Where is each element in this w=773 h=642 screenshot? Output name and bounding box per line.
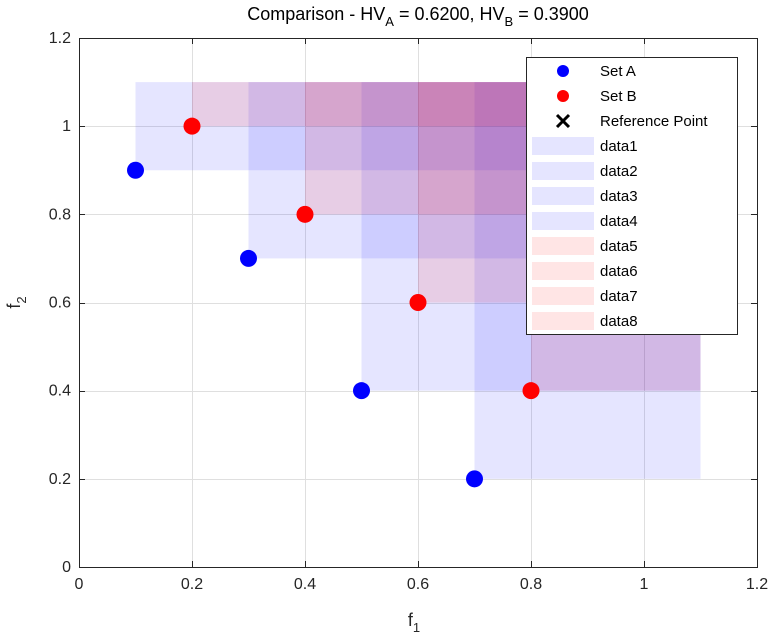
- title-prefix: Comparison - HV: [247, 4, 385, 24]
- x-tick-label: 0.8: [520, 576, 542, 593]
- data-points: [127, 117, 540, 488]
- x-tick-label: 0: [75, 576, 84, 593]
- y-tick-label: 0.2: [49, 471, 71, 488]
- title-mid: = 0.6200, HV: [394, 4, 505, 24]
- legend-patch: [532, 287, 594, 305]
- y-axis-label: f2: [4, 296, 29, 308]
- set-b-point: [522, 382, 540, 400]
- y-tick-label: 0: [62, 559, 71, 576]
- x-axis-label-sub: 1: [413, 620, 420, 635]
- legend-patch: [532, 312, 594, 330]
- legend-cross: [555, 113, 571, 129]
- x-axis-label-base: f: [408, 610, 414, 630]
- legend-label: data7: [600, 288, 638, 305]
- set-a-point: [127, 161, 144, 179]
- set-b-point: [409, 294, 427, 311]
- legend-patch: [532, 137, 594, 155]
- legend-label: data3: [600, 188, 638, 205]
- legend-entry-data5: data5: [532, 237, 638, 255]
- legend-entry-data7: data7: [532, 287, 638, 305]
- legend-entry-set-b: Set B: [557, 88, 637, 105]
- x-axis-label: f1: [408, 610, 420, 635]
- y-tick-label: 0.8: [49, 206, 71, 223]
- legend-marker: [557, 90, 569, 102]
- legend-label: data2: [600, 163, 638, 180]
- legend-box: [526, 57, 738, 335]
- y-tick-label: 0.4: [49, 383, 71, 400]
- legend-entries: Set A Set B Reference Point data1 data2 data3…: [532, 63, 708, 330]
- legend-label: Reference Point: [600, 113, 708, 130]
- legend-entry-data6: data6: [532, 262, 638, 280]
- legend-entry-data2: data2: [532, 162, 638, 180]
- x-tick-label: 0.6: [407, 576, 429, 593]
- set-a-point: [466, 470, 483, 488]
- legend-marker: [557, 65, 569, 77]
- legend-entry-data3: data3: [532, 187, 638, 205]
- legend-patch: [532, 212, 594, 230]
- legend-label: Set B: [600, 88, 637, 105]
- y-tick-label: 1: [62, 118, 71, 135]
- legend-entry-reference-point: Reference Point: [555, 113, 708, 130]
- set-b-point: [183, 117, 201, 135]
- axes-box: [79, 38, 758, 568]
- title-sub-a: A: [385, 14, 394, 29]
- legend-entry-data4: data4: [532, 212, 638, 230]
- legend-label: Set A: [600, 63, 636, 80]
- legend-patch: [532, 237, 594, 255]
- legend-label: data4: [600, 213, 638, 230]
- y-tick-label: 0.6: [49, 295, 71, 312]
- legend-entry-data8: data8: [532, 312, 638, 330]
- title-suffix: = 0.3900: [513, 4, 589, 24]
- legend-label: data5: [600, 238, 638, 255]
- x-tick-label: 0.2: [181, 576, 203, 593]
- x-tick-label: 0.4: [294, 576, 316, 593]
- legend-entry-data1: data1: [532, 137, 638, 155]
- legend-label: data6: [600, 263, 638, 280]
- x-tick-label: 1.2: [746, 576, 768, 593]
- y-axis-label-base: f: [4, 303, 24, 309]
- legend: Set A Set B Reference Point data1 data2 data3…: [526, 57, 738, 335]
- x-tick-label: 1: [640, 576, 649, 593]
- legend-entry-set-a: Set A: [557, 63, 636, 80]
- y-tick-labels: 0 0.2 0.4 0.6 0.8 1 1.2: [49, 30, 71, 576]
- y-tick-label: 1.2: [49, 30, 71, 47]
- title-sub-b: B: [505, 14, 514, 29]
- legend-label: data8: [600, 313, 638, 330]
- chart-title: Comparison - HVA = 0.6200, HVB = 0.3900: [247, 4, 589, 29]
- legend-patch: [532, 187, 594, 205]
- legend-label: data1: [600, 138, 638, 155]
- x-tick-labels: 0 0.2 0.4 0.6 0.8 1 1.2: [75, 576, 769, 593]
- legend-patch: [532, 162, 594, 180]
- set-a-point: [353, 382, 370, 400]
- y-axis-label-sub: 2: [14, 296, 29, 303]
- set-b-point: [296, 205, 314, 223]
- legend-patch: [532, 262, 594, 280]
- set-a-point: [240, 249, 257, 267]
